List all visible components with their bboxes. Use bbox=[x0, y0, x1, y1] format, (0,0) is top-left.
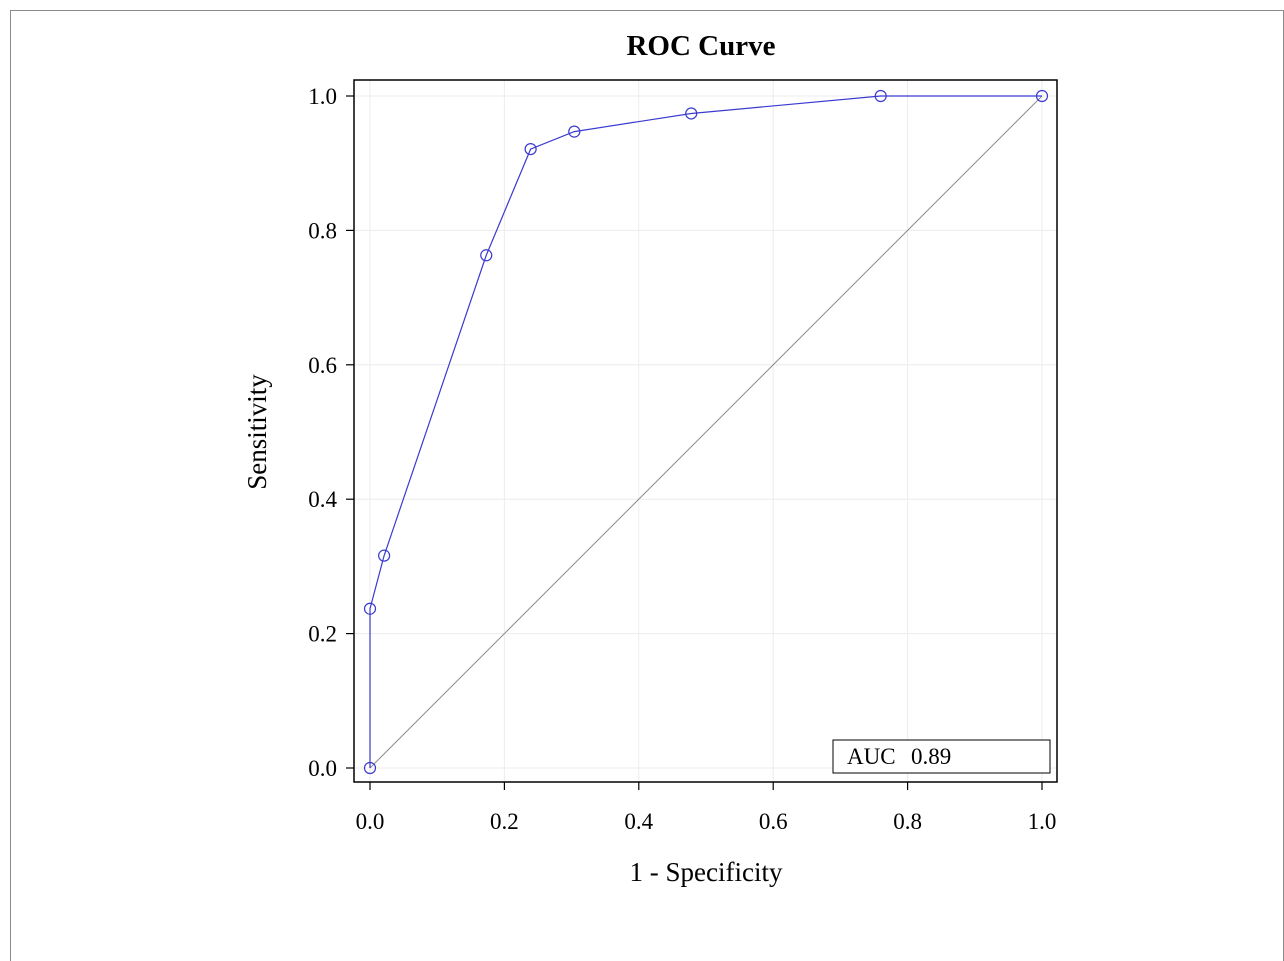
x-tick-label: 0.2 bbox=[490, 809, 519, 834]
y-tick-label: 0.0 bbox=[308, 756, 337, 781]
roc-series-points bbox=[363, 89, 1049, 775]
roc-point bbox=[378, 549, 391, 562]
plot-area-border bbox=[353, 79, 1058, 783]
roc-point bbox=[874, 89, 887, 103]
y-tick-label: 0.8 bbox=[308, 218, 337, 243]
y-tick-label: 0.4 bbox=[308, 487, 337, 512]
roc-point bbox=[1035, 89, 1049, 103]
roc-point bbox=[685, 107, 698, 120]
y-tick-label: 0.6 bbox=[308, 353, 337, 378]
x-tick-label: 0.8 bbox=[893, 809, 922, 834]
roc-point bbox=[524, 142, 537, 156]
reference-diagonal-line bbox=[369, 95, 1043, 769]
y-tick-label: 0.2 bbox=[308, 622, 337, 647]
x-tick-label: 0.0 bbox=[356, 809, 385, 834]
x-tick-label: 0.6 bbox=[759, 809, 788, 834]
axis-ticks: 0.0 0.2 0.4 0.6 0.8 1.0 0.0 0.2 0.4 0.6 0.8 1.0 bbox=[308, 84, 1056, 834]
roc-series-line bbox=[369, 95, 1042, 768]
auc-inset: AUC 0.89 bbox=[832, 739, 1051, 774]
roc-point bbox=[363, 602, 377, 615]
auc-value: 0.89 bbox=[911, 744, 951, 769]
auc-inset-box bbox=[832, 739, 1051, 774]
roc-point bbox=[363, 761, 377, 775]
y-tick-label: 1.0 bbox=[308, 84, 337, 109]
roc-point bbox=[480, 249, 493, 262]
auc-label: AUC bbox=[847, 744, 896, 769]
x-axis-label: 1 - Specificity bbox=[630, 857, 783, 887]
y-axis-label: Sensitivity bbox=[242, 374, 272, 490]
x-tick-label: 1.0 bbox=[1028, 809, 1057, 834]
chart-title: ROC Curve bbox=[626, 30, 775, 62]
grid bbox=[354, 80, 1057, 782]
roc-point bbox=[568, 125, 581, 138]
x-tick-label: 0.4 bbox=[624, 809, 653, 834]
